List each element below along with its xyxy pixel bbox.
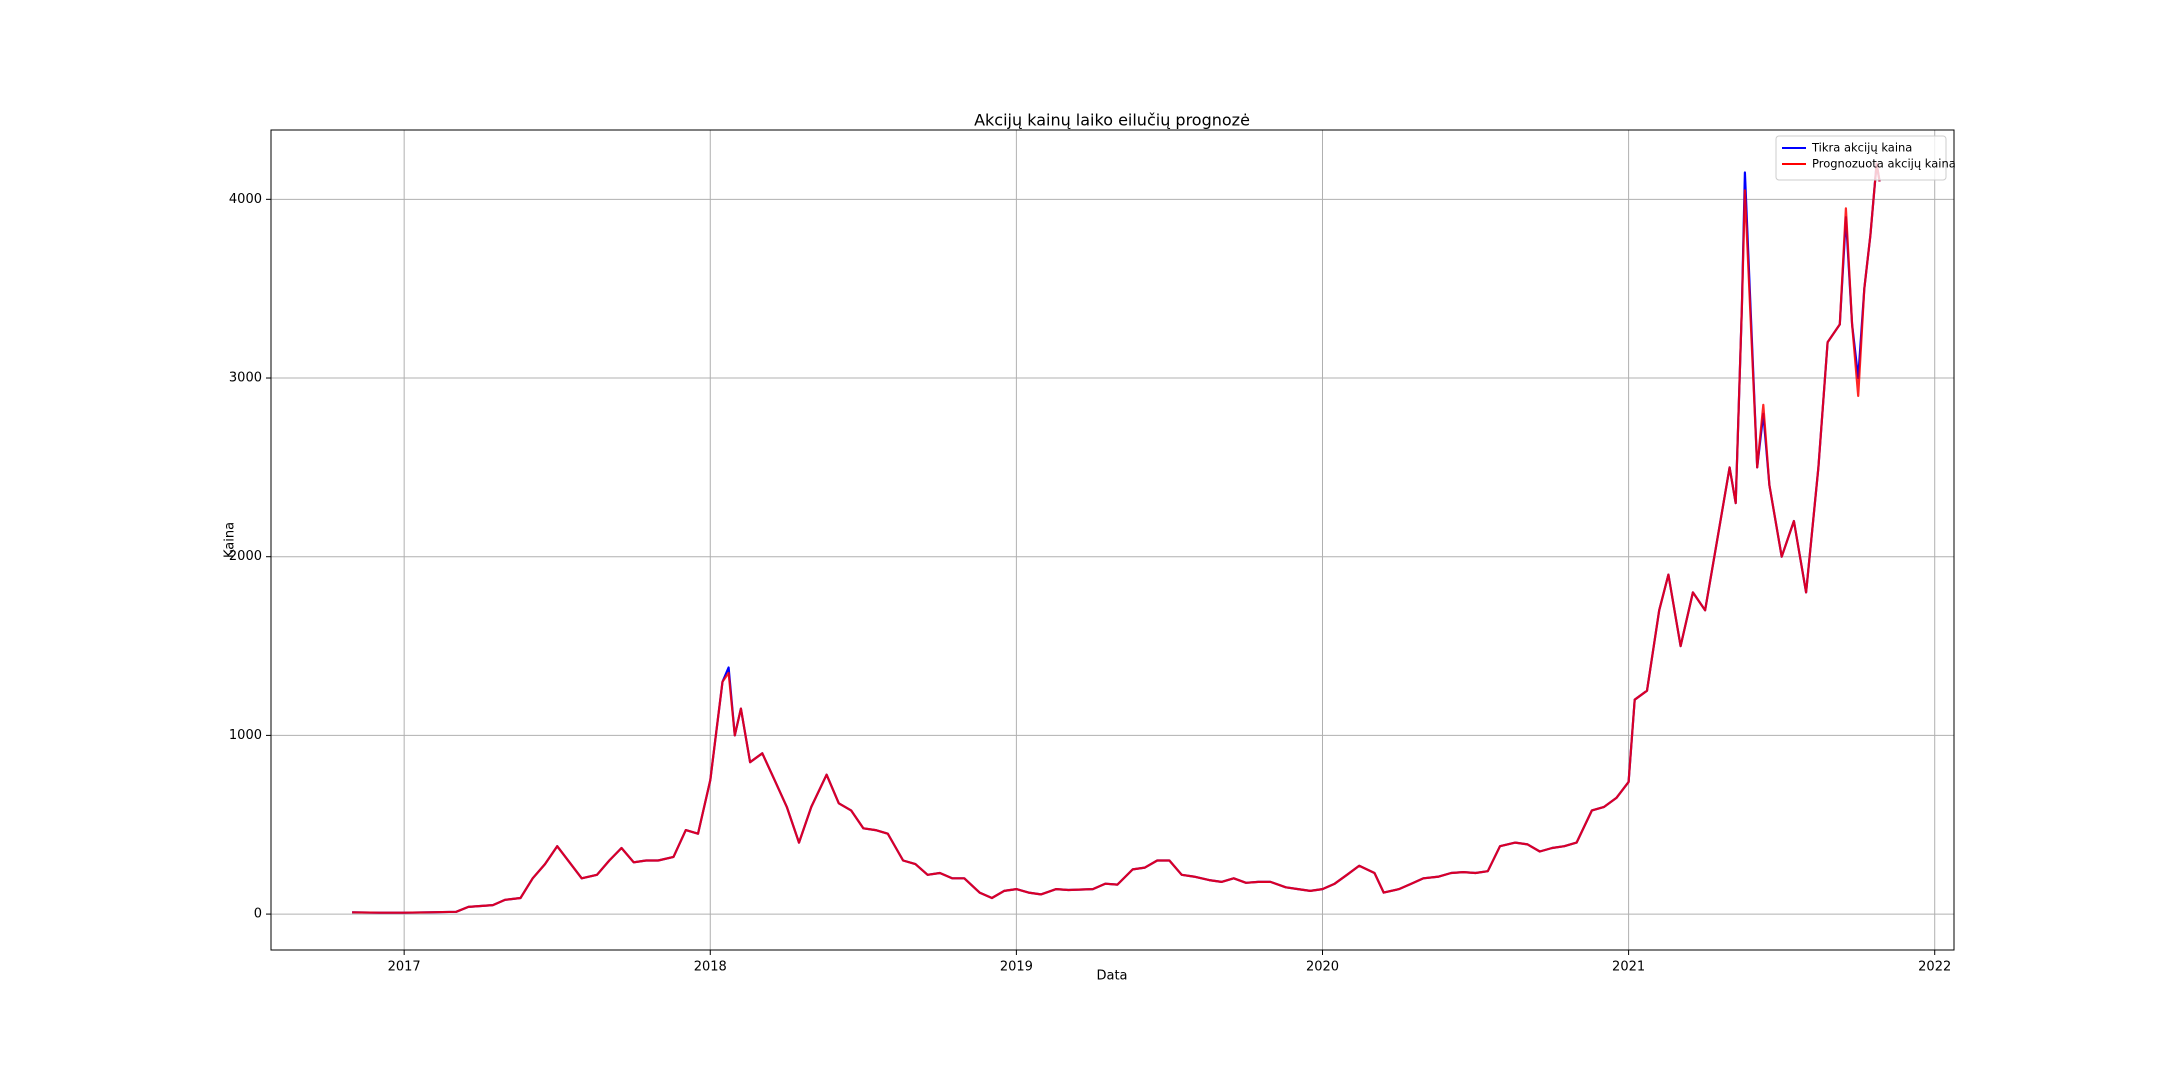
y-tick-label: 1000 xyxy=(229,728,262,743)
y-tick-label: 4000 xyxy=(229,192,262,207)
x-tick-label: 2018 xyxy=(694,960,727,975)
chart-title: Akcijų kainų laiko eilučių prognozė xyxy=(974,111,1250,130)
x-tick-label: 2020 xyxy=(1306,960,1339,975)
legend-box xyxy=(1775,135,1947,181)
legend-label: Prognozuota akcijų kaina xyxy=(1812,157,1956,171)
x-axis-label: Data xyxy=(1096,969,1127,984)
y-tick-label: 2000 xyxy=(229,549,262,564)
legend-label: Tikra akcijų kaina xyxy=(1811,141,1912,155)
plot-frame xyxy=(270,129,1955,951)
series-line xyxy=(352,162,1881,914)
x-tick-label: 2021 xyxy=(1612,960,1645,975)
x-tick-label: 2017 xyxy=(388,960,421,975)
x-tick-label: 2019 xyxy=(1000,960,1033,975)
y-tick-label: 3000 xyxy=(229,371,262,386)
y-tick-label: 0 xyxy=(254,907,262,922)
x-tick-label: 2022 xyxy=(1918,960,1951,975)
y-axis-label: Kaina xyxy=(223,522,238,558)
series-line xyxy=(352,162,1881,914)
